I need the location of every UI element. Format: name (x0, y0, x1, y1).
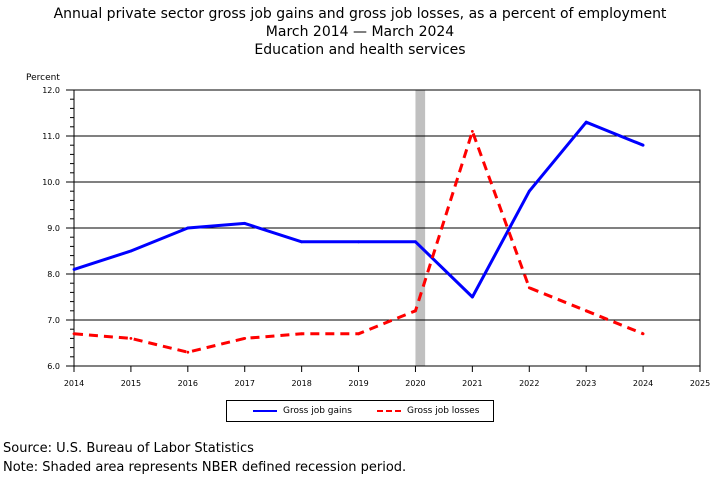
x-tick-label: 2020 (405, 379, 425, 388)
y-tick-label: 8.0 (47, 270, 60, 279)
x-tick-label: 2023 (576, 379, 596, 388)
y-tick-label: 7.0 (47, 316, 60, 325)
data-point-losses (186, 350, 190, 354)
data-point-gains (72, 268, 76, 271)
chart-plot: 6.0 7.0 8.0 9.0 10.0 11.0 12.0 2014 2015 2016 2017… (42, 86, 710, 388)
y-tick-label: 10.0 (42, 178, 60, 187)
x-tick-label: 2016 (178, 379, 198, 388)
legend: Gross job gains Gross job losses (226, 400, 494, 422)
legend-swatch-losses (377, 410, 401, 412)
x-tick-label: 2022 (519, 379, 539, 388)
data-point-gains (584, 120, 588, 124)
chart-subtitle-industry: Education and health services (254, 42, 466, 58)
data-point-losses (243, 337, 247, 340)
data-point-gains (641, 143, 645, 147)
source-note: Source: U.S. Bureau of Labor Statistics (3, 441, 254, 456)
x-tick-label: 2019 (348, 379, 368, 388)
data-point-losses (641, 332, 645, 336)
recession-note: Note: Shaded area represents NBER define… (3, 460, 407, 475)
legend-item-losses: Gross job losses (377, 401, 479, 421)
data-point-losses (300, 332, 304, 336)
y-tick-label: 9.0 (47, 224, 60, 233)
series-line-gains (73, 120, 644, 299)
data-point-losses (584, 309, 588, 313)
legend-item-gains: Gross job gains (253, 401, 352, 421)
data-point-losses (414, 309, 417, 313)
data-point-gains (470, 295, 474, 299)
data-point-losses (470, 130, 474, 133)
data-point-gains (414, 240, 417, 244)
x-tick-label: 2021 (462, 379, 482, 388)
data-point-losses (527, 286, 531, 290)
data-point-losses (357, 332, 360, 336)
chart-subtitle-period: March 2014 — March 2024 (265, 24, 455, 40)
x-tick-label: 2018 (291, 379, 311, 388)
x-tick-label: 2017 (235, 379, 255, 388)
data-point-gains (357, 240, 360, 244)
data-point-gains (186, 226, 190, 230)
chart-title: Annual private sector gross job gains an… (53, 6, 667, 22)
x-tick-label: 2014 (64, 379, 84, 388)
legend-swatch-gains (253, 410, 277, 412)
data-point-gains (300, 240, 304, 244)
y-tick-label: 11.0 (42, 132, 60, 141)
y-tick-label: 12.0 (42, 86, 60, 95)
x-tick-label: 2025 (690, 379, 710, 388)
data-point-losses (129, 337, 133, 340)
data-point-gains (129, 249, 133, 253)
y-axis-label: Percent (26, 73, 60, 83)
x-tick-label: 2024 (633, 379, 653, 388)
x-tick-label: 2015 (121, 379, 141, 388)
data-point-gains (527, 189, 531, 193)
legend-label-losses: Gross job losses (407, 406, 480, 416)
data-point-gains (243, 222, 247, 225)
y-tick-label: 6.0 (47, 362, 60, 371)
data-point-losses (72, 332, 76, 336)
legend-label-gains: Gross job gains (283, 406, 352, 416)
